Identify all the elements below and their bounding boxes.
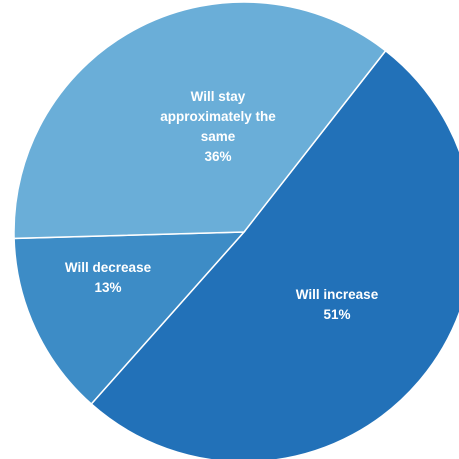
pie-value-label: 51%: [323, 307, 350, 322]
pie-value-label: 36%: [204, 149, 231, 164]
pie-label-will-stay-approximately-the-same: Will stay approximately the same 36%: [160, 89, 276, 164]
pie-label-text-line: approximately the: [160, 109, 276, 124]
pie-label-text-line: Will increase: [296, 287, 379, 302]
pie-slice-will-increase: [90, 49, 459, 459]
pie-labels: Will increase 51% Will decrease 13% Will sta…: [65, 89, 379, 322]
pie-slices: [13, 1, 459, 459]
pie-slice-will-stay-approximately-the-same: [13, 1, 387, 240]
pie-label-text-line: Will stay: [191, 89, 246, 104]
pie-label-text-line: Will decrease: [65, 260, 152, 275]
pie-label-will-decrease: Will decrease 13%: [65, 260, 152, 295]
pie-value-label: 13%: [94, 280, 121, 295]
pie-label-will-increase: Will increase 51%: [296, 287, 379, 322]
pie-slice-will-decrease: [13, 231, 246, 406]
pie-label-text-line: same: [201, 129, 236, 144]
